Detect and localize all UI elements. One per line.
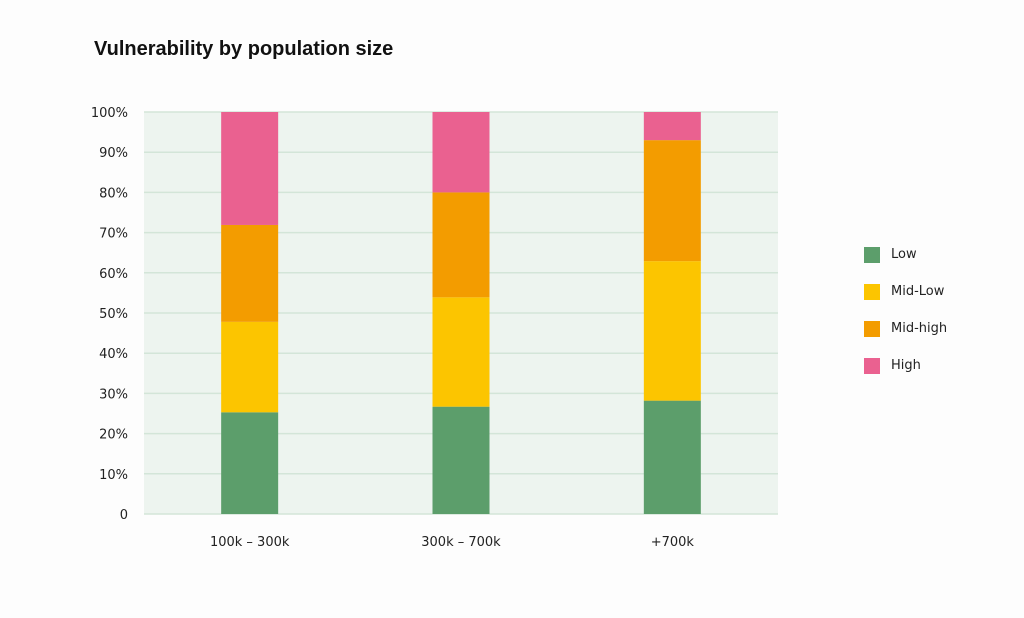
- bar-segment-high: [643, 112, 701, 141]
- bar-segment-high: [221, 112, 279, 225]
- legend-label: Mid-Low: [891, 284, 945, 299]
- bar-segment-low: [221, 412, 279, 514]
- x-tick-label: 300k – 700k: [421, 535, 501, 550]
- bar-segment-mid-high: [643, 140, 701, 262]
- legend-label: Mid-high: [891, 321, 948, 336]
- legend-item: Mid-high: [864, 310, 947, 347]
- y-tick-label: 40%: [99, 347, 128, 362]
- legend-item: Mid-Low: [864, 273, 947, 310]
- x-tick-label: 100k – 300k: [210, 535, 290, 550]
- bar-segment-low: [643, 400, 701, 514]
- legend-swatch: [864, 246, 880, 263]
- y-tick-label: 20%: [99, 428, 128, 443]
- chart-title: Vulnerability by population size: [94, 38, 394, 60]
- legend-label: High: [891, 358, 921, 373]
- bar-segment-low: [432, 406, 490, 514]
- legend-label: Low: [891, 247, 917, 262]
- legend-item: High: [864, 347, 947, 384]
- bar-segment-mid-low: [221, 321, 279, 413]
- legend-swatch: [864, 357, 880, 374]
- y-tick-label: 0: [120, 508, 128, 523]
- y-tick-label: 10%: [99, 468, 128, 483]
- legend-swatch: [864, 283, 880, 300]
- y-tick-label: 50%: [99, 307, 128, 322]
- legend-item: Low: [864, 236, 947, 273]
- y-tick-label: 90%: [99, 146, 128, 161]
- bar-segment-mid-high: [432, 192, 490, 298]
- y-tick-label: 70%: [99, 227, 128, 242]
- y-tick-label: 80%: [99, 186, 128, 201]
- y-tick-label: 60%: [99, 267, 128, 282]
- legend-swatch: [864, 320, 880, 337]
- bar-segment-high: [432, 112, 490, 193]
- legend: Low Mid-Low Mid-high High: [864, 236, 947, 384]
- bar-segment-mid-low: [643, 261, 701, 401]
- y-tick-label: 100%: [91, 106, 128, 121]
- y-tick-label: 30%: [99, 387, 128, 402]
- bar-segment-mid-low: [432, 297, 490, 407]
- bar-segment-mid-high: [221, 224, 279, 322]
- x-tick-label: +700k: [651, 535, 695, 550]
